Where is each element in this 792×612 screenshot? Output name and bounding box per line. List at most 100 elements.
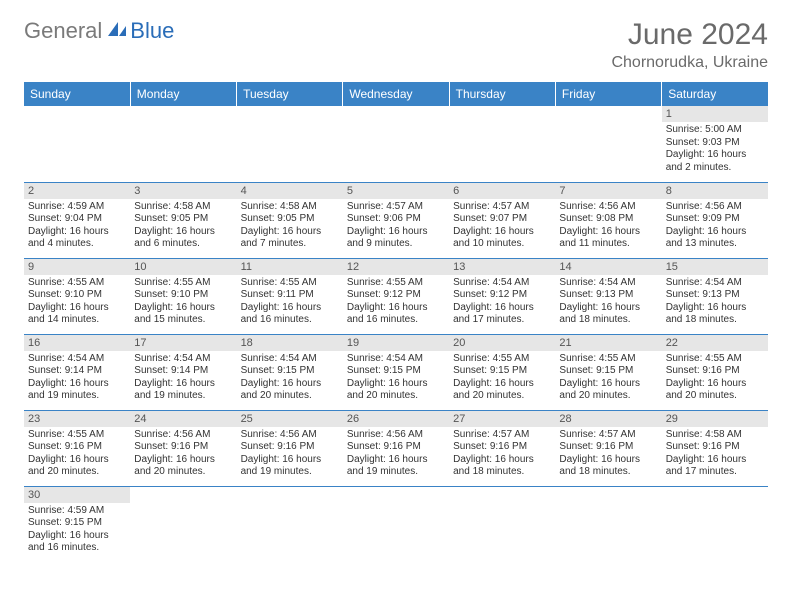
day-info-line: Sunset: 9:15 PM xyxy=(347,365,445,378)
day-info-line: Daylight: 16 hours xyxy=(666,454,764,467)
day-number: 6 xyxy=(449,183,555,199)
calendar-day-cell xyxy=(449,106,555,182)
day-number: 3 xyxy=(130,183,236,199)
day-info-line: Daylight: 16 hours xyxy=(241,226,339,239)
day-number: 15 xyxy=(662,259,768,275)
calendar-table: SundayMondayTuesdayWednesdayThursdayFrid… xyxy=(24,82,768,562)
calendar-day-cell: 5Sunrise: 4:57 AMSunset: 9:06 PMDaylight… xyxy=(343,182,449,258)
day-info: Sunrise: 4:58 AMSunset: 9:05 PMDaylight:… xyxy=(130,199,236,255)
calendar-week-row: 23Sunrise: 4:55 AMSunset: 9:16 PMDayligh… xyxy=(24,410,768,486)
calendar-day-cell: 29Sunrise: 4:58 AMSunset: 9:16 PMDayligh… xyxy=(662,410,768,486)
day-info-line: Daylight: 16 hours xyxy=(347,378,445,391)
day-number: 12 xyxy=(343,259,449,275)
calendar-day-cell xyxy=(555,106,661,182)
day-info-line: and 17 minutes. xyxy=(666,466,764,479)
day-info-line: Daylight: 16 hours xyxy=(28,530,126,543)
calendar-week-row: 30Sunrise: 4:59 AMSunset: 9:15 PMDayligh… xyxy=(24,486,768,562)
day-info-line: and 18 minutes. xyxy=(559,314,657,327)
weekday-header: Friday xyxy=(555,82,661,106)
weekday-header: Saturday xyxy=(662,82,768,106)
day-info-line: Daylight: 16 hours xyxy=(134,302,232,315)
day-info-line: and 20 minutes. xyxy=(28,466,126,479)
calendar-day-cell: 20Sunrise: 4:55 AMSunset: 9:15 PMDayligh… xyxy=(449,334,555,410)
day-info-line: and 2 minutes. xyxy=(666,162,764,175)
month-title: June 2024 xyxy=(611,18,768,52)
day-info-line: and 16 minutes. xyxy=(347,314,445,327)
calendar-day-cell: 6Sunrise: 4:57 AMSunset: 9:07 PMDaylight… xyxy=(449,182,555,258)
day-info-line: Sunset: 9:03 PM xyxy=(666,137,764,150)
calendar-day-cell xyxy=(662,486,768,562)
day-info-line: Daylight: 16 hours xyxy=(453,454,551,467)
header: General Blue June 2024 Chornorudka, Ukra… xyxy=(24,18,768,72)
day-info-line: Sunset: 9:16 PM xyxy=(347,441,445,454)
day-info: Sunrise: 4:56 AMSunset: 9:16 PMDaylight:… xyxy=(237,427,343,483)
calendar-day-cell xyxy=(343,106,449,182)
day-info-line: Sunset: 9:16 PM xyxy=(559,441,657,454)
day-number: 7 xyxy=(555,183,661,199)
day-info: Sunrise: 4:58 AMSunset: 9:05 PMDaylight:… xyxy=(237,199,343,255)
day-number: 14 xyxy=(555,259,661,275)
location: Chornorudka, Ukraine xyxy=(611,54,768,72)
day-number: 29 xyxy=(662,411,768,427)
calendar-day-cell: 3Sunrise: 4:58 AMSunset: 9:05 PMDaylight… xyxy=(130,182,236,258)
day-info-line: Daylight: 16 hours xyxy=(559,226,657,239)
calendar-day-cell: 17Sunrise: 4:54 AMSunset: 9:14 PMDayligh… xyxy=(130,334,236,410)
day-info: Sunrise: 4:55 AMSunset: 9:16 PMDaylight:… xyxy=(24,427,130,483)
calendar-week-row: 1Sunrise: 5:00 AMSunset: 9:03 PMDaylight… xyxy=(24,106,768,182)
logo-text-blue: Blue xyxy=(130,18,174,44)
day-info-line: Sunrise: 4:56 AM xyxy=(559,201,657,214)
day-info-line: Sunset: 9:15 PM xyxy=(28,517,126,530)
day-info-line: and 16 minutes. xyxy=(241,314,339,327)
day-info-line: Sunrise: 4:55 AM xyxy=(241,277,339,290)
day-info: Sunrise: 4:54 AMSunset: 9:12 PMDaylight:… xyxy=(449,275,555,331)
day-info: Sunrise: 4:54 AMSunset: 9:15 PMDaylight:… xyxy=(343,351,449,407)
day-info: Sunrise: 4:56 AMSunset: 9:16 PMDaylight:… xyxy=(343,427,449,483)
day-info-line: Daylight: 16 hours xyxy=(347,454,445,467)
day-number: 19 xyxy=(343,335,449,351)
day-info-line: Sunrise: 4:55 AM xyxy=(559,353,657,366)
day-info-line: and 15 minutes. xyxy=(134,314,232,327)
day-info-line: Sunrise: 4:54 AM xyxy=(241,353,339,366)
calendar-day-cell xyxy=(237,486,343,562)
calendar-day-cell: 27Sunrise: 4:57 AMSunset: 9:16 PMDayligh… xyxy=(449,410,555,486)
day-info: Sunrise: 4:54 AMSunset: 9:15 PMDaylight:… xyxy=(237,351,343,407)
calendar-day-cell: 1Sunrise: 5:00 AMSunset: 9:03 PMDaylight… xyxy=(662,106,768,182)
day-info-line: and 11 minutes. xyxy=(559,238,657,251)
day-info-line: Sunset: 9:14 PM xyxy=(134,365,232,378)
calendar-day-cell: 14Sunrise: 4:54 AMSunset: 9:13 PMDayligh… xyxy=(555,258,661,334)
day-info-line: Sunrise: 4:57 AM xyxy=(453,429,551,442)
calendar-day-cell xyxy=(130,106,236,182)
day-number: 25 xyxy=(237,411,343,427)
day-info-line: Sunset: 9:09 PM xyxy=(666,213,764,226)
day-number: 1 xyxy=(662,106,768,122)
calendar-day-cell: 25Sunrise: 4:56 AMSunset: 9:16 PMDayligh… xyxy=(237,410,343,486)
day-info-line: and 16 minutes. xyxy=(28,542,126,555)
calendar-day-cell xyxy=(130,486,236,562)
day-info: Sunrise: 4:57 AMSunset: 9:06 PMDaylight:… xyxy=(343,199,449,255)
day-info-line: Sunrise: 4:56 AM xyxy=(666,201,764,214)
day-info-line: Sunset: 9:11 PM xyxy=(241,289,339,302)
day-info-line: and 18 minutes. xyxy=(666,314,764,327)
logo-text-gray: General xyxy=(24,18,102,44)
day-info-line: Daylight: 16 hours xyxy=(666,149,764,162)
day-info-line: Sunrise: 4:56 AM xyxy=(241,429,339,442)
day-info-line: and 20 minutes. xyxy=(134,466,232,479)
day-info: Sunrise: 4:56 AMSunset: 9:09 PMDaylight:… xyxy=(662,199,768,255)
calendar-day-cell xyxy=(237,106,343,182)
day-number: 4 xyxy=(237,183,343,199)
day-number: 22 xyxy=(662,335,768,351)
day-info-line: Daylight: 16 hours xyxy=(241,302,339,315)
day-info-line: and 20 minutes. xyxy=(347,390,445,403)
day-number: 9 xyxy=(24,259,130,275)
day-info-line: Sunset: 9:13 PM xyxy=(666,289,764,302)
day-info-line: Sunset: 9:05 PM xyxy=(241,213,339,226)
day-info: Sunrise: 4:57 AMSunset: 9:16 PMDaylight:… xyxy=(555,427,661,483)
day-info-line: and 18 minutes. xyxy=(453,466,551,479)
calendar-week-row: 2Sunrise: 4:59 AMSunset: 9:04 PMDaylight… xyxy=(24,182,768,258)
day-info-line: Daylight: 16 hours xyxy=(666,302,764,315)
day-info-line: and 14 minutes. xyxy=(28,314,126,327)
day-number: 21 xyxy=(555,335,661,351)
calendar-day-cell: 22Sunrise: 4:55 AMSunset: 9:16 PMDayligh… xyxy=(662,334,768,410)
day-info-line: Sunset: 9:08 PM xyxy=(559,213,657,226)
calendar-day-cell: 21Sunrise: 4:55 AMSunset: 9:15 PMDayligh… xyxy=(555,334,661,410)
